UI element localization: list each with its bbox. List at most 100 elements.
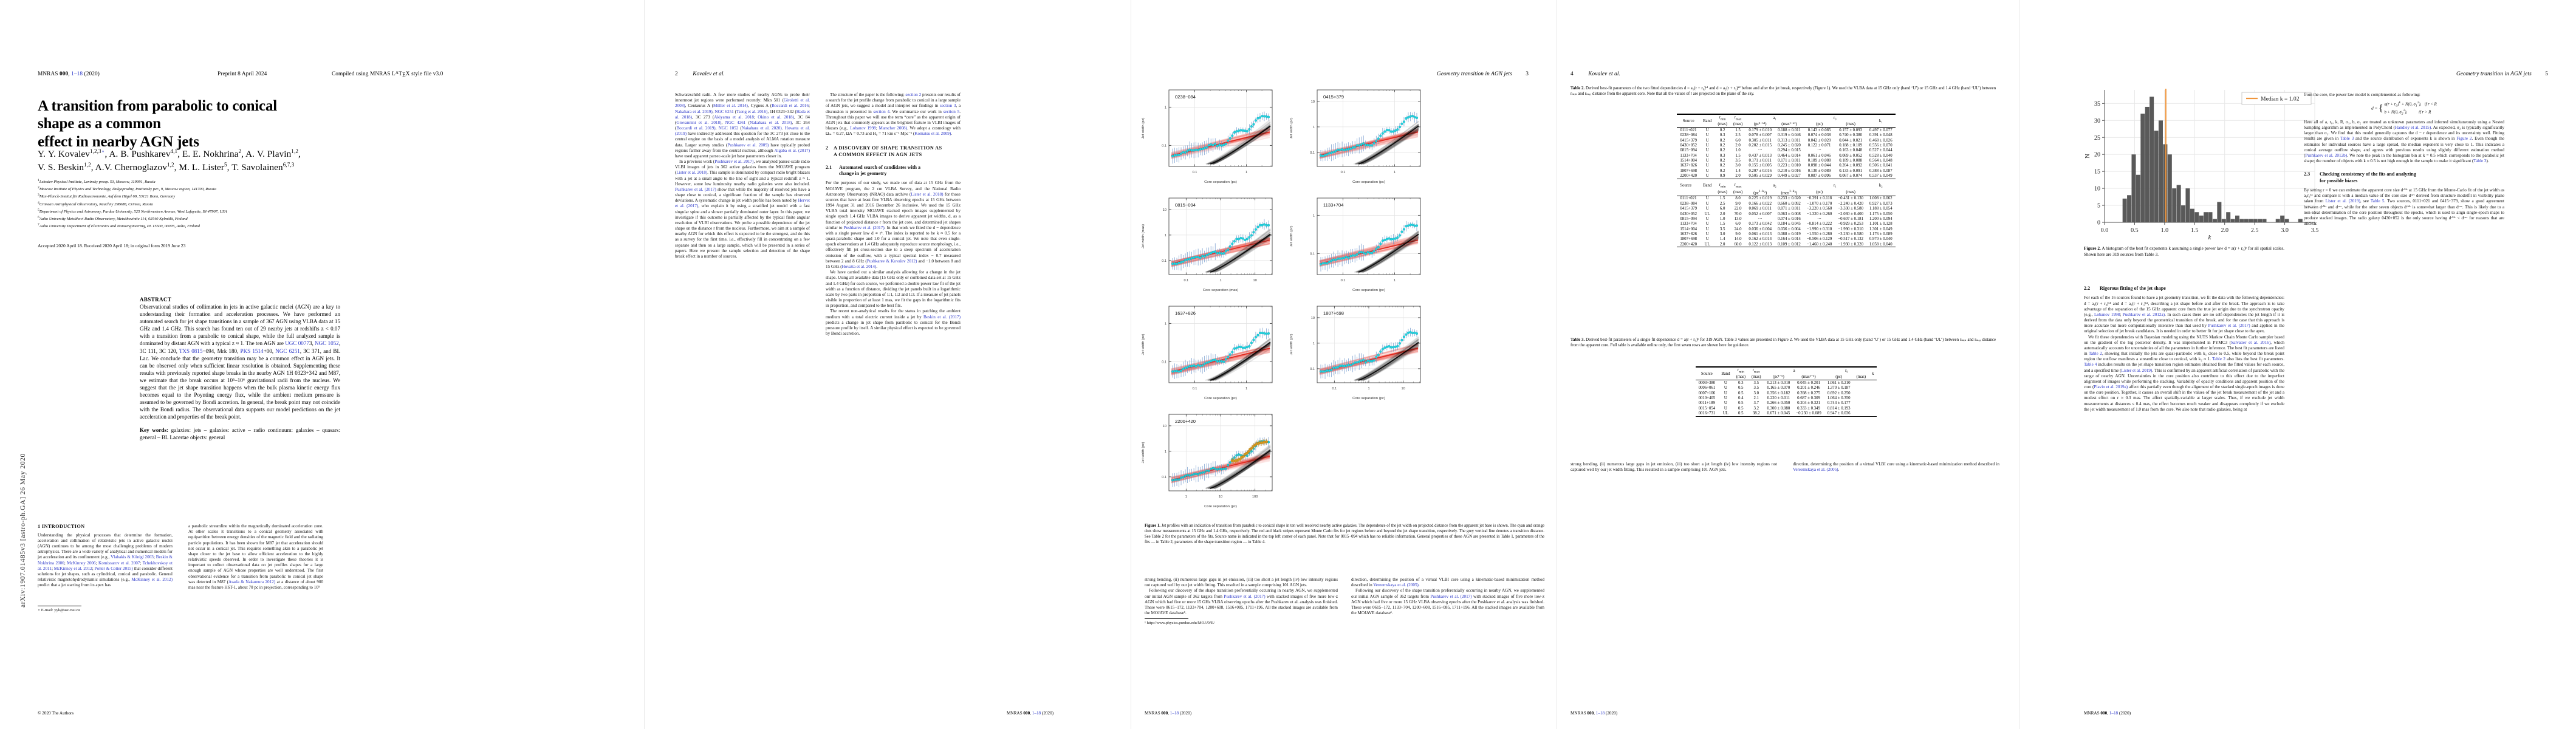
journal-ref-header: MNRAS 000, 1–18 (2020) xyxy=(38,71,100,77)
page1-column-1: 1 INTRODUCTION Understanding the physica… xyxy=(38,524,173,614)
svg-text:1: 1 xyxy=(1165,234,1166,238)
page3-column-2: direction, determining the position of a… xyxy=(1351,577,1544,616)
svg-text:2200+420: 2200+420 xyxy=(1175,419,1196,424)
jet-profile-plot: 0.1 1 0.1 1 0238−084 Core separation (pc) Jet … xyxy=(1142,89,1273,184)
accepted-received-line: Accepted 2020 April 18. Received 2020 Ap… xyxy=(38,243,186,248)
histogram-bar xyxy=(2136,174,2140,222)
page4-footer: MNRAS 000, 1–18 (2020) xyxy=(1571,711,1618,716)
affiliation-item: 7Aalto University Department of Electron… xyxy=(38,223,200,229)
figure-2-caption: Figure 2. A histogram of the best fit ex… xyxy=(2084,245,2284,257)
page2-sec21-body: For the purposes of our study, we made u… xyxy=(826,180,961,269)
svg-text:0.1: 0.1 xyxy=(1341,279,1346,282)
svg-text:0.1: 0.1 xyxy=(1162,476,1166,479)
histogram-bar xyxy=(2185,188,2190,222)
svg-text:1: 1 xyxy=(1394,279,1396,282)
page3-col2-para-2: Following our discovery of the shape tra… xyxy=(1351,588,1544,616)
table-2-label: Table 2. xyxy=(1571,86,1585,91)
table-row: 0815−094 U 1.0 13.0 ··· 0.074 ± 0.016 ··· −0.60… xyxy=(1680,216,1893,221)
svg-text:25: 25 xyxy=(2094,135,2100,142)
table-3-caption: Table 3. Derived best-fit parameters of … xyxy=(1571,338,1996,349)
page5-column-2: from the core, the power law model is co… xyxy=(2304,92,2504,227)
figure-2-label: Figure 2. xyxy=(2084,245,2101,251)
svg-text:0.1: 0.1 xyxy=(1193,171,1197,174)
svg-text:0.5: 0.5 xyxy=(2131,227,2139,234)
page5-col2-para-1: from the core, the power law model is co… xyxy=(2304,92,2420,97)
abstract-heading: ABSTRACT xyxy=(140,296,172,303)
page5-col2-para-2: Here all of a, r₀, k, R, σ₁, b, σ₂ are t… xyxy=(2304,119,2505,164)
table-row: 0238−084 U 0.3 2.5 0.078 ± 0.007 0.319 ± 0.04… xyxy=(1680,133,1893,138)
table-2: Source Band rmin rmax a₁ r₀ k₁ (mas) (mas) (pc¹⁻ᵏ… xyxy=(1677,114,1896,248)
svg-text:Core separation (pc): Core separation (pc) xyxy=(1204,505,1237,508)
svg-text:1: 1 xyxy=(1313,214,1315,217)
table-row: 1514+004 U 0.2 3.5 0.171 ± 0.011 0.171 ± 0.01… xyxy=(1680,159,1893,163)
page5-sec22-body: For each of the 16 sources found to have… xyxy=(2084,295,2285,334)
jet-profile-panel: 0.1 1 0.1 1 0238−084 Core separation (pc) Jet … xyxy=(1137,84,1278,185)
svg-text:Jet width (pc): Jet width (pc) xyxy=(1290,225,1293,247)
histogram-bar xyxy=(2131,154,2136,222)
page5-running-head: Geometry transition in AGN jets 5 xyxy=(2456,71,2548,77)
svg-text:0.1: 0.1 xyxy=(1184,279,1188,282)
table-row: 0010+405 U 0.4 2.1 0.220 ± 0.011 0.687 ± 0.30… xyxy=(1698,395,1851,400)
page2-col2-para-1: The structure of the paper is the follow… xyxy=(826,92,961,137)
svg-text:0.1: 0.1 xyxy=(1310,252,1315,256)
affiliation-item: 2Moscow Institute of Physics and Technol… xyxy=(38,186,216,192)
svg-text:20: 20 xyxy=(2094,152,2100,159)
table-row: 1807+698 U 0.2 1.4 0.207 ± 0.016 0.210 ± 0.01… xyxy=(1680,168,1893,173)
author-line-2: V. S. Beskin1,2, A.V. Chernoglazov1,2, M… xyxy=(38,161,295,173)
footnote-rule xyxy=(1145,618,1188,620)
page4-column-2: direction, determining the position of a… xyxy=(1793,462,1999,473)
svg-text:0415+379: 0415+379 xyxy=(1323,94,1344,100)
svg-text:0.1: 0.1 xyxy=(1162,259,1166,263)
histogram-bar xyxy=(2298,219,2303,222)
table-row: 0415+379 U 0.2 6.0 0.305 ± 0.011 0.313 ± 0.01… xyxy=(1680,138,1893,143)
svg-text:Core separation (pc): Core separation (pc) xyxy=(1352,397,1385,400)
figure-1-caption-text: Jet profiles with an indication of trans… xyxy=(1145,524,1545,544)
histogram-bar xyxy=(2154,131,2159,222)
paper-title-line-2: effect in nearby AGN jets xyxy=(38,133,199,150)
histogram-bar xyxy=(2235,215,2240,222)
svg-text:10: 10 xyxy=(1311,317,1315,320)
jet-profile-panel: 1 10 100 0.1 1 10 2200+420 Core separation (pc)… xyxy=(1137,408,1278,509)
svg-text:1: 1 xyxy=(1165,106,1166,109)
histogram-bar xyxy=(2181,205,2186,222)
figure-1-caption: Figure 1. Jet profiles with an indicatio… xyxy=(1145,524,1544,546)
keywords-value: galaxies: jets – galaxies: active – radi… xyxy=(140,426,340,440)
abstract-body: Observational studies of collimation in … xyxy=(140,304,341,420)
table-row: 0415+379 U 6.0 22.0 0.069 ± 0.011 0.071 ± 0.0… xyxy=(1680,207,1893,211)
page3-running-head: Geometry transition in AGN jets 3 xyxy=(1437,71,1529,77)
histogram-bar xyxy=(2275,219,2280,222)
paper-page-1: arXiv:1907.01485v3 [astro-ph.GA] 26 May … xyxy=(0,0,644,729)
table-row: 0111+021 U 1.5 8.0 0.225 ± 0.019 0.233 ± 0.02… xyxy=(1677,195,1896,202)
jet-profile-panel: 0.1 1 0.1 1 1133+704 Core separation (pc) Jet … xyxy=(1286,192,1427,293)
jet-profile-panel: 0.1 1 0.1 1 1637+826 Core separation (pc) Jet … xyxy=(1137,300,1278,401)
svg-text:10: 10 xyxy=(1311,100,1315,104)
histogram-bar xyxy=(2145,106,2150,222)
jet-profile-panel: 0.1 1 10 0.1 1 10 0815−094 Core separation (mas… xyxy=(1137,192,1278,293)
svg-text:N: N xyxy=(2084,154,2091,159)
table-3-label: Table 3. xyxy=(1571,338,1585,342)
table-row: 1133+704 U 0.3 1.5 0.437 ± 0.013 0.464 ± 0.01… xyxy=(1680,153,1893,158)
affiliation-item: 4Crimean Astrophysical Observatory, Nauc… xyxy=(38,200,153,207)
page2-column-1: Schwarzschild radii. A few more studies … xyxy=(675,92,810,259)
table-2-caption: Table 2. Derived best-fit parameters of … xyxy=(1571,86,1996,97)
svg-text:Jet width (pc): Jet width (pc) xyxy=(1290,334,1293,355)
jet-profile-panel: 0.1 1 0.1 1 10 0415+379 Core separation (pc) Je… xyxy=(1286,84,1427,185)
svg-text:1: 1 xyxy=(1368,387,1369,391)
histogram-bar xyxy=(2194,212,2199,222)
table-row: 0430+052 UL 2.0 70.0 0.052 ± 0.007 0.063 ± 0.… xyxy=(1680,211,1893,216)
affiliation-item: 1Lebedev Physical Institute, Leninsky pr… xyxy=(38,179,156,185)
page3-footnote: ¹ http://www.physics.purdue.edu/MOJAVE/ xyxy=(1145,621,1215,626)
histogram-bar xyxy=(2253,219,2258,222)
jet-profile-plot: 1 10 100 0.1 1 10 2200+420 Core separation (pc)… xyxy=(1142,414,1273,508)
svg-text:1: 1 xyxy=(1245,171,1247,174)
subsection-heading-2-3: 2.3 Checking consistency of the fits and … xyxy=(2304,171,2416,183)
table-row: 0006+061 U 0.5 3.5 0.165 ± 0.070 0.201 ± 0.24… xyxy=(1698,386,1851,391)
table-row: 0003+380 U 0.3 3.5 0.213 ± 0.010 0.045 ± 0.20… xyxy=(1695,380,1877,386)
histogram-bar xyxy=(2127,195,2132,222)
histogram-bar xyxy=(2221,219,2226,222)
svg-text:1: 1 xyxy=(1165,322,1166,326)
histogram-bar xyxy=(2190,208,2194,222)
histogram-bar xyxy=(2208,212,2213,222)
histogram-bar xyxy=(2249,219,2253,222)
